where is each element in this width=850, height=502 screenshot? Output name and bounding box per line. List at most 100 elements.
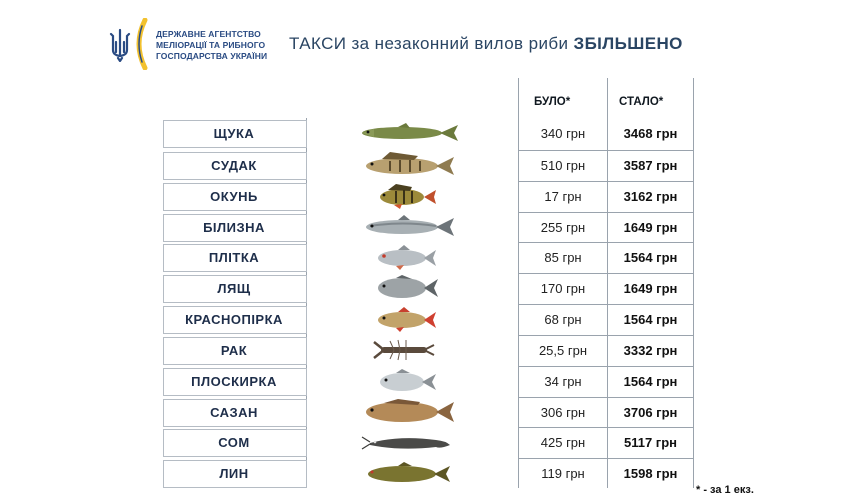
agency-name-line2: МЕЛІОРАЦІЇ ТА РИБНОГО: [156, 40, 266, 50]
fine-now-value: 3468 грн: [623, 126, 678, 141]
name-cell-border: [163, 152, 307, 180]
fine-was-value: 85 грн: [544, 250, 582, 265]
name-cell-border: [163, 306, 307, 334]
row-separator: [518, 366, 694, 367]
name-cell-border: [163, 275, 307, 303]
species-name: ПЛОСКИРКА: [191, 374, 277, 389]
row-separator: [518, 304, 694, 305]
bream-icon: [340, 275, 470, 301]
fine-now-value: 1564 грн: [623, 374, 678, 389]
pike-icon: [340, 120, 470, 146]
table-row: ПЛОСКИРКА 34 грн 1564 грн: [0, 366, 850, 396]
species-name: РАК: [220, 343, 248, 358]
fine-now-value: 3162 грн: [623, 189, 678, 204]
tench-icon: [340, 460, 470, 486]
white-bream-icon: [340, 368, 470, 394]
name-cell-border: [163, 244, 307, 272]
fine-was-value: 425 грн: [540, 435, 586, 450]
carp-icon: [340, 399, 470, 425]
species-name: ЛИН: [219, 466, 249, 481]
fine-now-value: 1649 грн: [623, 220, 678, 235]
trident-icon: [109, 28, 131, 62]
column-header-was: БУЛО*: [534, 96, 571, 108]
row-separator: [518, 242, 694, 243]
fine-was-value: 170 грн: [540, 281, 586, 296]
species-name: БІЛИЗНА: [203, 220, 265, 235]
fine-now-value: 1564 грн: [623, 312, 678, 327]
grid-divider-now-left: [607, 78, 608, 488]
table-row: СОМ 425 грн 5117 грн: [0, 427, 850, 457]
row-separator: [518, 427, 694, 428]
agency-name-line1: ДЕРЖАВНЕ АГЕНТСТВО: [156, 29, 261, 39]
agency-name: ДЕРЖАВНЕ АГЕНТСТВО МЕЛІОРАЦІЇ ТА РИБНОГО…: [156, 29, 267, 62]
row-separator: [518, 397, 694, 398]
asp-icon: [340, 214, 470, 240]
name-cell-border: [163, 429, 307, 457]
fine-was-value: 17 грн: [544, 189, 582, 204]
rudd-icon: [340, 306, 470, 332]
fine-was-value: 340 грн: [540, 126, 586, 141]
species-name: САЗАН: [210, 405, 258, 420]
fine-was-value: 34 грн: [544, 374, 582, 389]
fine-now-value: 1564 грн: [623, 250, 678, 265]
name-cell-border: [163, 183, 307, 211]
catfish-icon: [340, 429, 470, 455]
name-cell-border: [163, 120, 307, 148]
perch-icon: [340, 183, 470, 209]
agency-logo: ДЕРЖАВНЕ АГЕНТСТВО МЕЛІОРАЦІЇ ТА РИБНОГО…: [108, 10, 278, 70]
fine-was-value: 510 грн: [540, 158, 586, 173]
table-row: САЗАН 306 грн 3706 грн: [0, 397, 850, 427]
table-row: БІЛИЗНА 255 грн 1649 грн: [0, 212, 850, 242]
table-row: ПЛІТКА 85 грн 1564 грн: [0, 242, 850, 272]
page-title-text: ТАКСИ за незаконний вилов риби: [289, 34, 569, 53]
roach-icon: [340, 244, 470, 270]
name-cell-border: [163, 368, 307, 396]
fine-now-value: 5117 грн: [623, 435, 678, 450]
row-separator: [518, 181, 694, 182]
fine-now-value: 3587 грн: [623, 158, 678, 173]
table-row: ОКУНЬ 17 грн 3162 грн: [0, 181, 850, 211]
species-name: КРАСНОПІРКА: [185, 312, 283, 327]
page-title-emphasis: ЗБІЛЬШЕНО: [573, 34, 683, 53]
fine-was-value: 255 грн: [540, 220, 586, 235]
table-row: ЛЯЩ 170 грн 1649 грн: [0, 273, 850, 303]
row-separator: [518, 335, 694, 336]
agency-name-line3: ГОСПОДАРСТВА УКРАЇНИ: [156, 51, 268, 61]
grid-divider-name: [306, 118, 307, 488]
fine-was-value: 306 грн: [540, 405, 586, 420]
table-row: ЩУКА 340 грн 3468 грн: [0, 120, 850, 148]
fine-now-value: 3706 грн: [623, 405, 678, 420]
row-separator: [518, 458, 694, 459]
name-cell-border: [163, 337, 307, 365]
name-cell-border: [163, 214, 307, 242]
footnote: * - за 1 екз.: [696, 484, 754, 496]
row-separator: [518, 212, 694, 213]
name-cell-border: [163, 460, 307, 488]
zander-icon: [340, 152, 470, 178]
fine-was-value: 68 грн: [544, 312, 582, 327]
species-name: ЩУКА: [213, 126, 255, 141]
species-name: ПЛІТКА: [208, 250, 260, 265]
species-name: ОКУНЬ: [210, 189, 258, 204]
name-cell-border: [163, 399, 307, 427]
row-separator: [518, 150, 694, 151]
column-header-now: СТАЛО*: [619, 96, 664, 108]
row-separator: [518, 273, 694, 274]
fine-was-value: 25,5 грн: [538, 343, 588, 358]
page-title: ТАКСИ за незаконний вилов риби ЗБІЛЬШЕНО: [289, 34, 683, 54]
species-name: СОМ: [218, 435, 250, 450]
fine-now-value: 1649 грн: [623, 281, 678, 296]
table-row: СУДАК 510 грн 3587 грн: [0, 150, 850, 180]
table-row: ЛИН 119 грн 1598 грн: [0, 458, 850, 488]
fine-now-value: 3332 грн: [623, 343, 678, 358]
table-row: КРАСНОПІРКА 68 грн 1564 грн: [0, 304, 850, 334]
crayfish-icon: [340, 337, 470, 363]
species-name: СУДАК: [211, 158, 257, 173]
species-name: ЛЯЩ: [217, 281, 251, 296]
fine-was-value: 119 грн: [541, 466, 585, 481]
swoosh-icon: [136, 18, 148, 70]
grid-divider-now-right: [693, 78, 694, 488]
grid-divider-was-left: [518, 78, 519, 488]
fine-now-value: 1598 грн: [623, 466, 678, 481]
table-row: РАК 25,5 грн 3332 грн: [0, 335, 850, 365]
